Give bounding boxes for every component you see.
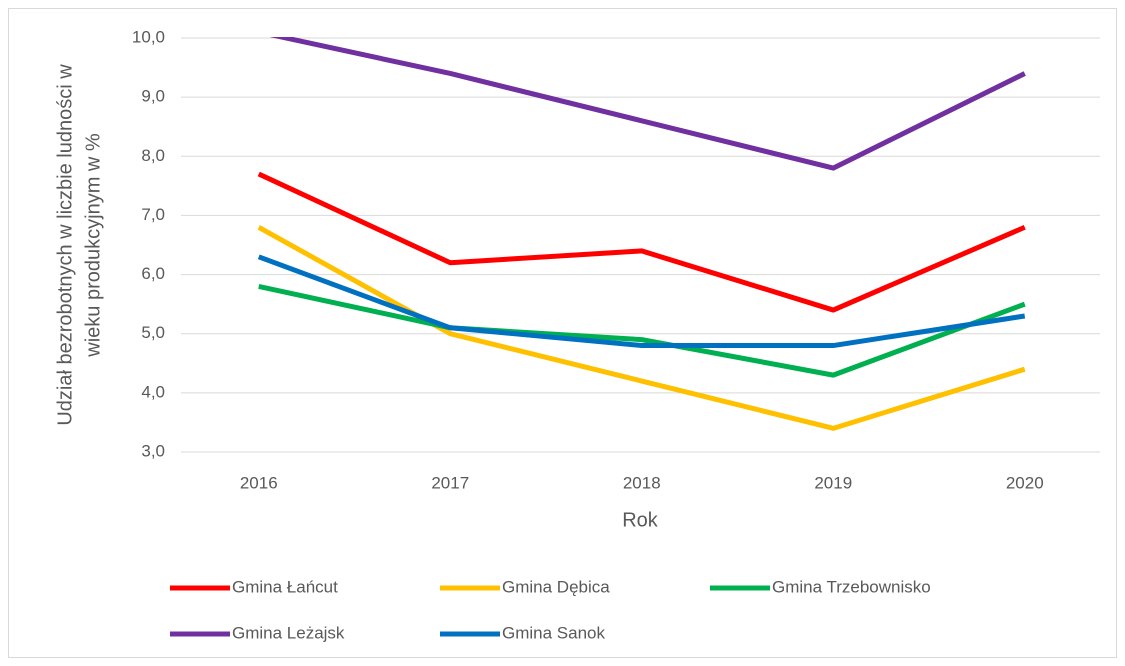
line-series (269, 37, 1026, 171)
line-series (257, 225, 1026, 431)
line-series (257, 254, 1026, 349)
plot-area (257, 37, 1026, 431)
legend-label: Gmina Łańcut (232, 577, 338, 596)
line-series (258, 283, 1026, 378)
y-tick-label: 7,0 (141, 205, 165, 224)
legend-label: Gmina Dębica (502, 577, 610, 596)
y-tick-label: 8,0 (141, 146, 165, 165)
y-tick-label: 4,0 (141, 382, 165, 401)
line-series (257, 171, 1026, 313)
x-axis-label: Rok (622, 509, 659, 531)
x-tick-label: 2018 (623, 473, 661, 492)
legend-label: Gmina Leżajsk (232, 623, 345, 642)
y-tick-label: 3,0 (141, 441, 165, 460)
x-tick-label: 2017 (431, 473, 469, 492)
y-axis-label: wieku produkcyjnym w % (82, 133, 104, 358)
legend-label: Gmina Trzebownisko (772, 577, 931, 596)
y-tick-label: 9,0 (141, 87, 165, 106)
y-tick-label: 10,0 (132, 27, 165, 46)
y-tick-label: 6,0 (141, 264, 165, 283)
x-tick-label: 2019 (814, 473, 852, 492)
y-tick-label: 5,0 (141, 323, 165, 342)
legend-label: Gmina Sanok (502, 623, 605, 642)
x-tick-label: 2020 (1006, 473, 1044, 492)
y-axis-label: Udział bezrobotnych w liczbie ludności w (54, 64, 76, 426)
x-tick-label: 2016 (240, 473, 278, 492)
